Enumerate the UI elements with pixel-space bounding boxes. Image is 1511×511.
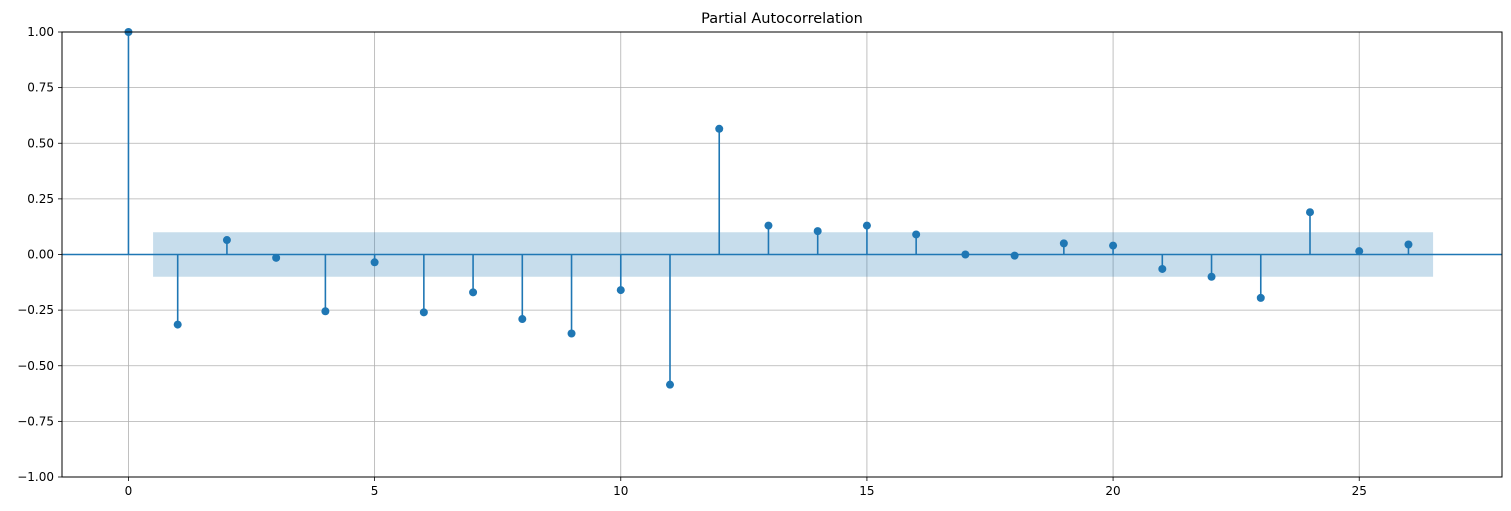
y-tick-label: 0.25 — [27, 192, 54, 206]
data-point — [518, 315, 527, 324]
data-point — [1109, 241, 1118, 250]
data-point — [173, 320, 182, 329]
data-point — [912, 230, 921, 239]
y-tick-label: 0.75 — [27, 81, 54, 95]
data-point — [1355, 247, 1364, 256]
chart-title: Partial Autocorrelation — [701, 11, 863, 27]
y-tick-label: −0.75 — [17, 414, 54, 428]
data-point — [1059, 239, 1068, 248]
data-point — [222, 236, 231, 245]
x-tick-label: 25 — [1352, 484, 1367, 498]
data-point — [961, 250, 970, 259]
x-tick-label: 15 — [859, 484, 874, 498]
y-tick-label: −1.00 — [17, 470, 54, 484]
data-point — [567, 329, 576, 338]
data-point — [1306, 208, 1314, 217]
data-point — [616, 286, 625, 295]
data-point — [1010, 251, 1019, 260]
x-tick-label: 5 — [371, 484, 379, 498]
data-point — [1256, 293, 1265, 302]
y-tick-label: 0.50 — [27, 136, 54, 150]
data-point — [1158, 264, 1167, 273]
y-tick-label: −0.25 — [17, 303, 54, 317]
data-point — [1404, 240, 1413, 249]
data-point — [862, 221, 871, 230]
data-point — [1207, 272, 1216, 281]
x-tick-label: 10 — [613, 484, 628, 498]
y-tick-label: 1.00 — [27, 25, 54, 39]
x-tick-label: 0 — [125, 484, 133, 498]
x-axis: 0 5 10 15 20 25 — [125, 477, 1367, 498]
data-point — [370, 258, 379, 267]
data-point — [321, 307, 330, 316]
data-point — [666, 380, 674, 389]
y-tick-label: −0.50 — [17, 359, 54, 373]
y-tick-label: 0.00 — [27, 248, 54, 262]
data-point — [715, 124, 724, 133]
data-point — [272, 253, 281, 262]
x-tick-label: 20 — [1105, 484, 1120, 498]
data-point — [469, 288, 478, 297]
data-point — [764, 221, 773, 230]
data-point — [813, 227, 822, 236]
y-axis: −1.00 −0.75 −0.50 −0.25 0.00 0.25 0.50 0.75 1.00 — [17, 25, 62, 484]
data-point — [419, 308, 428, 317]
markers — [124, 28, 1413, 389]
